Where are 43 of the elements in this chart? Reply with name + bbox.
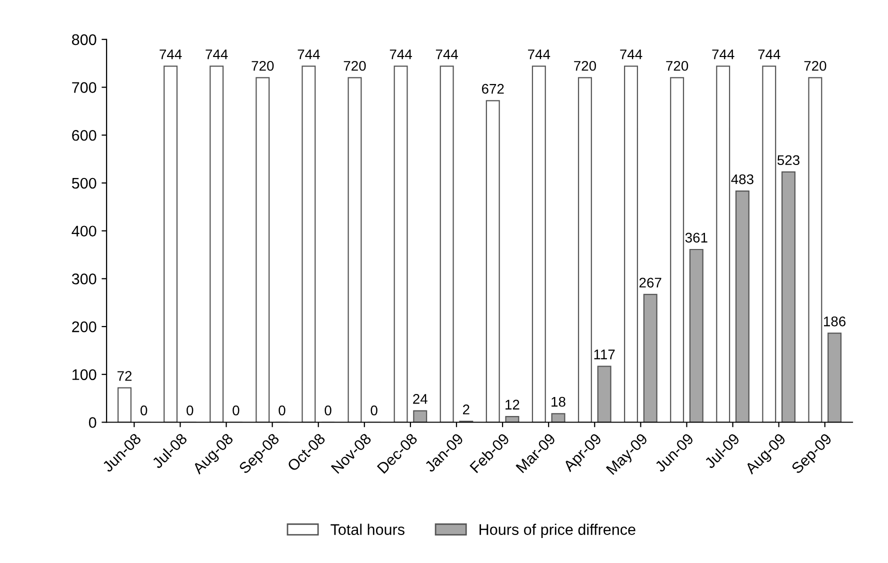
data-label: 483 [731,174,754,184]
y-tick-label: 0 [88,417,96,428]
y-tick-label: 100 [72,369,96,380]
y-tick-label: 800 [72,34,96,46]
data-label: 744 [712,50,734,60]
data-label: 12 [506,400,520,410]
data-label: 744 [620,50,642,60]
y-tick-label: 600 [72,130,96,141]
y-tick-label: 500 [72,178,96,189]
y-tick-label: 200 [72,321,96,332]
data-label: 720 [252,60,274,71]
legend-label: Hours of price diffrence [480,524,636,538]
data-label: 720 [666,60,688,71]
data-label: 18 [552,396,566,407]
y-tick-label: 700 [72,82,96,93]
data-label: 744 [390,50,412,60]
data-label: 2 [463,404,470,414]
data-label: 523 [777,155,800,166]
data-label: 744 [528,50,550,60]
data-label: 744 [758,50,780,60]
data-label: 744 [436,50,458,60]
data-label: 72 [118,371,132,381]
legend-label: Total hours [330,524,404,535]
data-label: 0 [278,406,286,416]
data-label: 744 [298,50,320,60]
data-label: 744 [206,50,228,60]
data-label: 672 [482,84,504,94]
data-label: 186 [824,316,846,326]
y-tick-label: 300 [72,274,96,284]
y-tick-label: 400 [72,226,96,237]
data-label: 24 [413,394,428,404]
data-label: 0 [370,406,378,416]
data-label: 744 [160,50,182,60]
data-label: 117 [594,350,615,360]
data-label: 0 [324,406,332,416]
data-label: 720 [344,60,366,71]
data-label: 0 [140,406,148,416]
data-label: 267 [639,278,662,288]
data-label: 720 [804,60,826,71]
data-label: 0 [232,406,240,416]
data-label: 0 [186,406,194,416]
data-label: 361 [685,232,708,243]
data-label: 720 [574,60,596,71]
